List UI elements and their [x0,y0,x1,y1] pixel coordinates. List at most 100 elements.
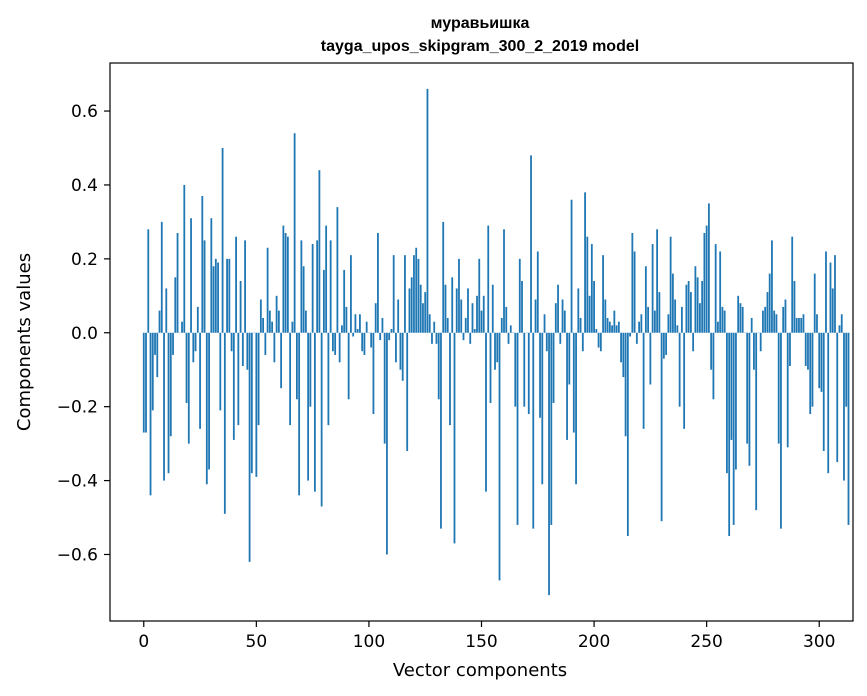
bar [811,332,814,407]
bar [656,229,659,333]
bar [167,332,170,474]
bar [705,225,708,333]
bar [469,332,472,344]
x-tick-label: 300 [803,632,835,652]
bar [408,288,411,333]
bar [548,332,550,596]
bar [210,218,213,333]
bar [284,232,287,333]
bar [732,332,735,525]
bar [320,332,323,507]
bar [701,281,704,333]
bar [611,325,613,333]
bar [588,295,591,333]
bar [719,251,722,333]
bar [827,332,830,474]
bar [680,306,683,333]
bar [726,332,728,474]
bar [782,306,785,333]
bar [476,295,478,333]
bar [437,332,440,400]
bar [563,310,566,333]
bar [244,240,246,333]
bar [615,325,618,333]
bar [471,303,474,333]
bar [683,332,686,429]
bar [275,295,278,333]
bar [309,332,312,407]
bar [289,332,292,426]
bar [820,332,823,392]
x-tick-label: 200 [578,632,610,652]
bar [599,332,602,352]
bar [608,321,611,333]
bar [687,281,690,333]
bar [262,317,264,333]
bar [624,332,627,437]
bar [413,255,415,333]
bar [158,310,161,333]
bar [793,281,796,333]
bar [273,332,276,363]
bar [440,332,442,529]
bar [777,332,780,444]
bar [455,288,458,333]
bar [300,240,303,333]
bar [259,299,262,333]
bar [464,317,467,333]
y-tick-label: 0.6 [71,102,98,122]
bar [491,284,494,333]
bar [780,332,782,529]
bar [559,332,562,344]
bar [649,332,652,385]
y-axis-ticks: −0.6 −0.4 −0.2 0.0 0.2 0.4 0.6 [57,102,110,565]
bar [566,332,568,440]
x-tick-label: 100 [353,632,385,652]
bar [176,232,179,333]
bar [383,332,386,444]
bar [449,332,451,426]
bar [534,299,537,333]
bar [554,303,557,333]
bar [415,247,418,333]
bar [557,284,559,333]
bar [174,277,177,333]
bar [458,258,460,333]
bar [807,332,809,370]
bar [516,332,519,525]
bar [836,332,839,463]
bar [345,306,348,333]
bar [271,321,274,333]
bar [379,332,382,341]
bar [816,314,818,333]
bar [392,255,395,333]
bar [356,329,359,333]
bar [746,332,749,444]
bar [735,332,737,470]
bar [604,299,607,333]
bar [338,332,341,363]
bar [568,332,571,385]
bar [762,310,764,333]
bar [304,310,307,333]
bar [685,284,688,333]
bar [584,192,586,333]
bar [390,329,393,333]
bar [395,332,397,363]
bar [622,332,625,378]
bar [602,255,604,333]
bar [714,244,717,333]
bar [536,251,539,333]
bar [282,225,285,333]
bar [845,332,848,407]
bar [248,332,251,562]
bar [829,262,832,333]
bar [768,273,771,333]
y-tick-label: 0.2 [71,250,98,270]
bar [638,321,641,333]
bar [521,281,523,333]
bar [579,317,582,333]
bar [329,240,332,333]
bar [653,310,656,333]
bar [539,332,541,418]
